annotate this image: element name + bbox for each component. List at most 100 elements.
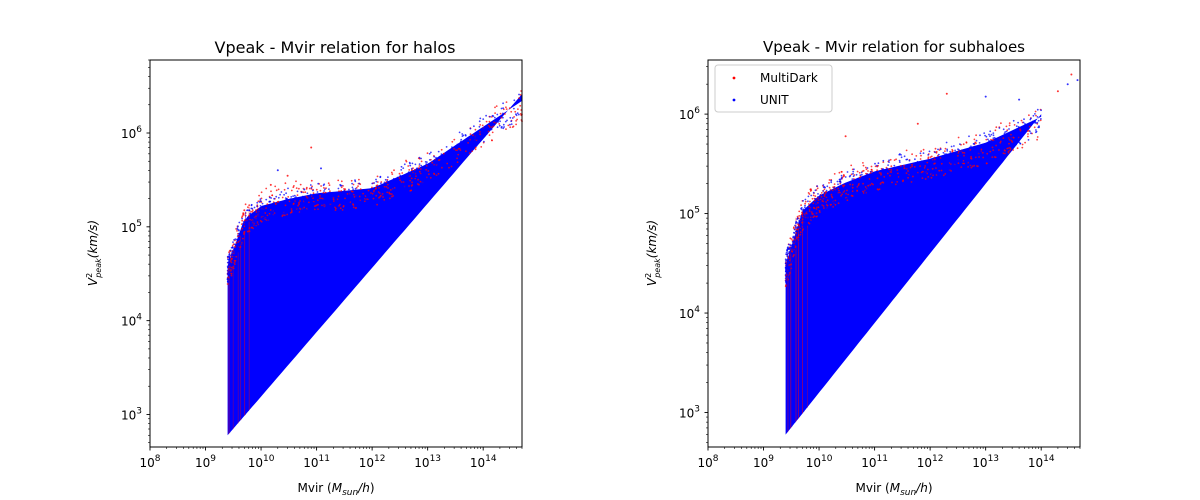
multidark-point [920,154,922,157]
unit-point [264,220,267,223]
unit-point [808,211,811,214]
unit-point [384,191,386,193]
unit-point [253,213,256,215]
multidark-point [411,181,413,184]
unit-point [401,183,404,186]
multidark-point [817,202,819,204]
unit-point [372,194,375,197]
multidark-point [944,147,947,150]
unit-point [502,123,505,126]
multidark-point [980,148,983,151]
unit-point [813,212,816,214]
unit-point [847,182,849,184]
y-axis-label: V2peak(km/s) [644,220,662,286]
multidark-point [971,165,974,168]
multidark-point [793,226,795,229]
multidark-point [354,207,357,210]
unit-point [363,199,365,201]
multidark-point [790,238,793,240]
unit-point [368,194,370,197]
unit-point [886,184,889,186]
unit-point [502,102,504,105]
unit-point [467,138,470,141]
unit-point [227,261,230,264]
unit-point [1007,135,1010,138]
unit-point [797,221,799,224]
unit-point [302,208,305,211]
legend-marker-multidark [732,76,736,80]
unit-point [408,176,411,179]
unit-point [247,220,250,223]
unit-point [950,159,953,162]
multidark-point [921,177,924,180]
unit-point [860,171,863,174]
unit-point [859,174,862,177]
unit-point [966,161,968,164]
unit-point [233,239,235,241]
multidark-point [419,180,422,183]
unit-point [792,236,794,239]
unit-point [954,149,956,152]
unit-point [277,196,280,199]
multidark-point [242,233,245,235]
multidark-point [893,159,896,162]
unit-point [324,188,326,191]
unit-point [927,154,930,156]
multidark-point [297,204,299,207]
unit-point [856,178,859,181]
unit-point [807,195,810,198]
unit-series-points [784,79,1079,433]
multidark-point [446,162,449,165]
unit-point [247,225,249,228]
unit-point [822,190,824,192]
unit-point [232,254,234,257]
unit-point [499,120,501,123]
unit-point [330,195,332,197]
unit-point [408,175,411,177]
multidark-point [441,166,443,169]
unit-point [968,135,970,138]
unit-point [311,196,314,199]
unit-point [1004,147,1007,150]
unit-point [836,180,839,183]
multidark-point [1020,119,1023,122]
multidark-point [973,164,976,167]
unit-point [898,176,901,179]
multidark-point [375,194,378,197]
multidark-point [998,149,1000,151]
unit-point [862,185,865,188]
unit-point [1002,128,1005,131]
unit-point [250,204,253,207]
unit-point [789,244,792,247]
unit-point [479,117,482,120]
unit-point [285,203,288,205]
unit-point [810,202,813,205]
unit-point [821,210,824,213]
multidark-point [851,190,854,193]
multidark-point [811,213,813,215]
unit-point [817,203,820,206]
unit-point [478,120,481,123]
unit-point [1023,118,1025,121]
unit-point [233,253,236,256]
unit-point [947,168,950,170]
unit-point [323,190,325,192]
unit-point [380,182,382,185]
unit-point [837,183,839,186]
x-tick-label: 1011 [303,454,330,470]
unit-point [1004,131,1007,133]
multidark-point [856,170,859,173]
unit-point [873,178,876,181]
unit-point [956,151,958,154]
unit-point [929,165,932,168]
unit-point [995,137,997,140]
unit-point [257,210,259,213]
unit-point [237,234,239,237]
unit-point [984,134,986,137]
unit-point [490,128,493,131]
unit-point [1029,118,1032,121]
multidark-point [338,190,340,193]
unit-point [261,202,264,205]
unit-point [246,229,249,232]
multidark-point [896,181,898,183]
